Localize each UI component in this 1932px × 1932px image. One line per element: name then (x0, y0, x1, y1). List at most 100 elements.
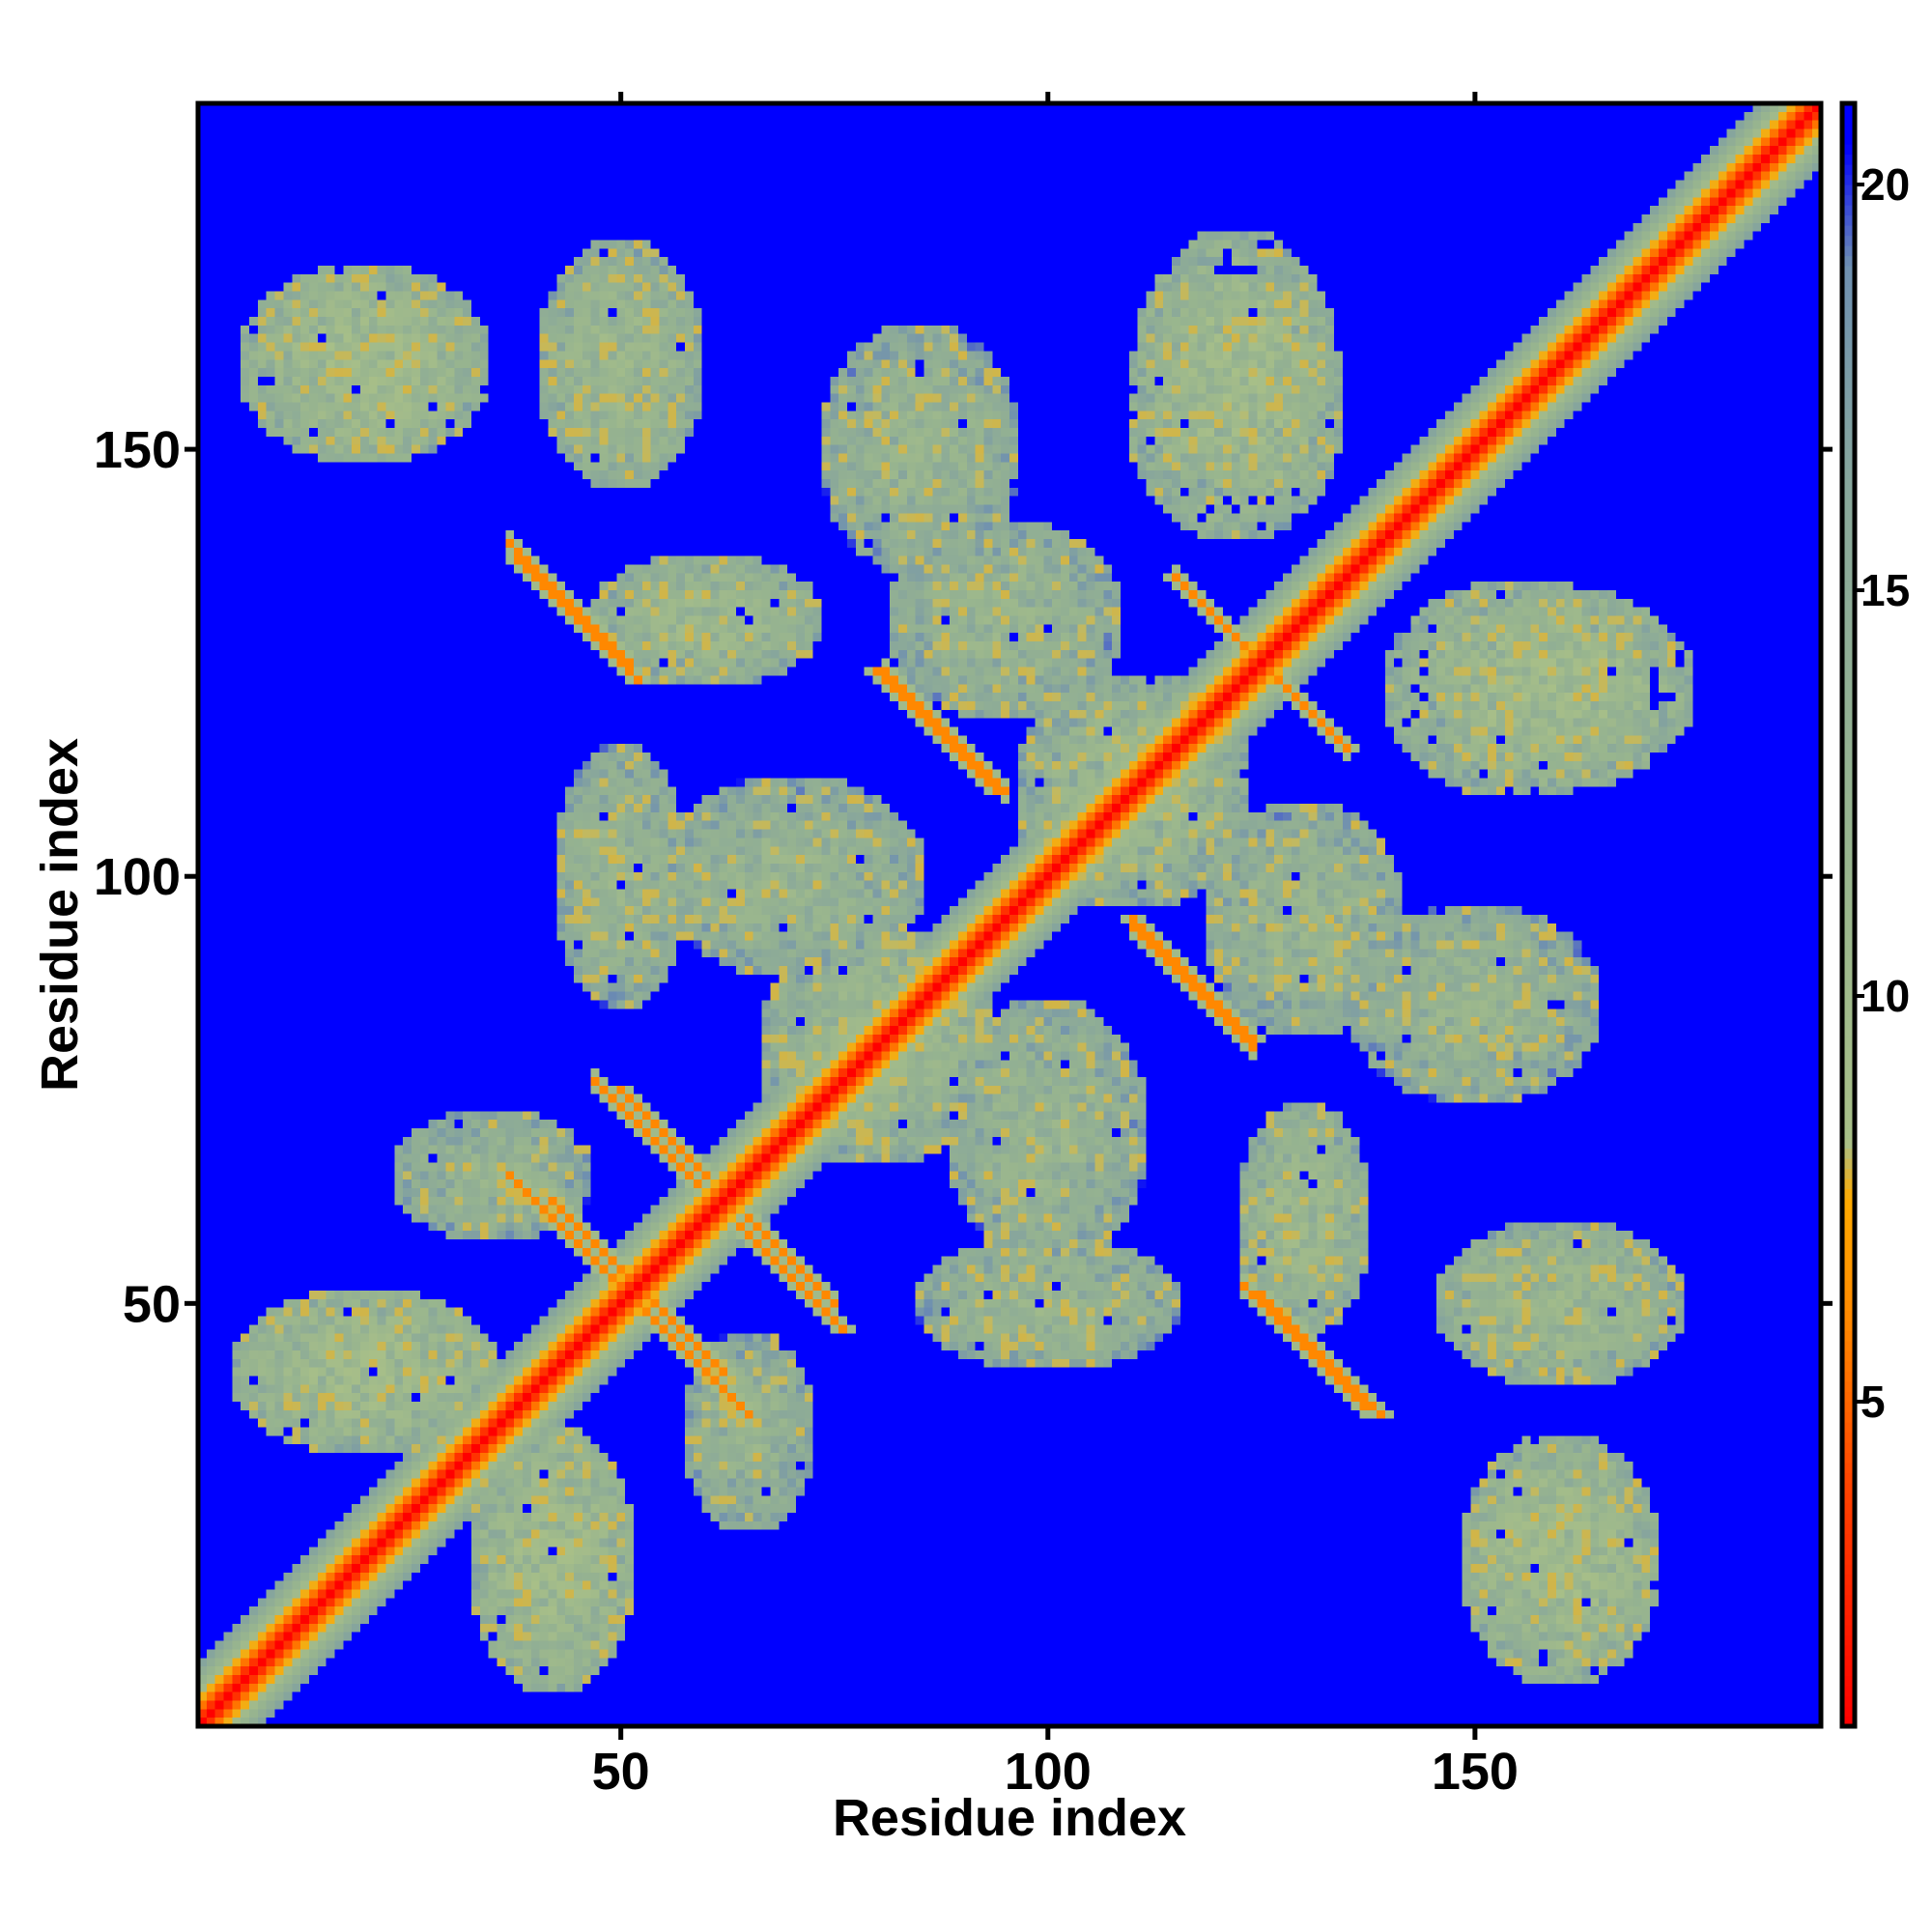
colorbar-segment (1842, 732, 1855, 744)
colorbar-segment (1842, 1037, 1855, 1048)
colorbar-segment (1842, 1614, 1855, 1626)
colorbar-segment (1842, 214, 1855, 226)
colorbar-segment (1842, 631, 1855, 642)
colorbar-segment (1842, 225, 1855, 237)
colorbar-segment (1842, 417, 1855, 429)
colorbar-segment (1842, 103, 1855, 115)
colorbar-segment (1842, 1463, 1855, 1474)
colorbar-segment (1842, 1269, 1855, 1281)
colorbar-segment (1842, 356, 1855, 368)
colorbar-segment (1842, 529, 1855, 541)
colorbar-segment (1842, 509, 1855, 521)
colorbar-segment (1842, 1066, 1855, 1078)
colorbar-segment (1842, 1553, 1855, 1565)
colorbar-segment (1842, 1695, 1855, 1707)
plot-frame (195, 100, 1824, 1729)
colorbar-segment (1842, 1391, 1855, 1403)
colorbar-segment (1842, 1655, 1855, 1666)
colorbar-segment (1842, 377, 1855, 388)
colorbar-segment (1842, 976, 1855, 987)
colorbar-segment (1842, 904, 1855, 916)
colorbar-segment (1842, 1402, 1855, 1413)
colorbar-segment (1842, 550, 1855, 561)
colorbar-segment (1842, 347, 1855, 358)
colorbar-segment (1842, 854, 1855, 866)
colorbar-segment (1842, 1381, 1855, 1393)
colorbar-segment (1842, 469, 1855, 480)
colorbar-segment (1842, 1594, 1855, 1605)
colorbar-segment (1842, 1229, 1855, 1240)
colorbar-segment (1842, 1087, 1855, 1098)
colorbar-segment (1842, 1432, 1855, 1443)
colorbar-segment (1842, 255, 1855, 267)
x-axis-title: Residue index (833, 1789, 1186, 1847)
colorbar-segment (1842, 1179, 1855, 1190)
colorbar-segment (1842, 235, 1855, 246)
colorbar-segment (1842, 1422, 1855, 1434)
colorbar-segment (1842, 1523, 1855, 1535)
colorbar-segment (1842, 327, 1855, 338)
colorbar-segment (1842, 478, 1855, 490)
colorbar-segment (1842, 174, 1855, 185)
colorbar-segment (1842, 1706, 1855, 1718)
colorbar-segment (1842, 1350, 1855, 1362)
colorbar-segment (1842, 1097, 1855, 1109)
colorbar-tick-label: 20 (1861, 159, 1910, 210)
colorbar-segment (1842, 1239, 1855, 1251)
colorbar-segment (1842, 559, 1855, 571)
colorbar-segment (1842, 580, 1855, 591)
colorbar-segment (1842, 1046, 1855, 1058)
y-tick-label: 150 (94, 421, 181, 479)
colorbar (1842, 103, 1855, 1727)
colorbar-segment (1842, 1574, 1855, 1585)
colorbar-segment (1842, 1057, 1855, 1068)
colorbar-segment (1842, 1280, 1855, 1292)
colorbar-segment (1842, 1503, 1855, 1515)
colorbar-segment (1842, 1249, 1855, 1261)
colorbar-segment (1842, 1107, 1855, 1119)
colorbar-segment (1842, 1634, 1855, 1646)
colorbar-segment (1842, 843, 1855, 855)
colorbar-frame (1839, 100, 1858, 1729)
colorbar-segment (1842, 661, 1855, 672)
colorbar-segment (1842, 1321, 1855, 1332)
colorbar-segment (1842, 113, 1855, 125)
colorbar-segment (1842, 762, 1855, 774)
y-tick-label: 50 (123, 1275, 181, 1333)
colorbar-segment (1842, 275, 1855, 287)
colorbar-segment (1842, 1544, 1855, 1555)
colorbar-segment (1842, 448, 1855, 460)
colorbar-segment (1842, 1645, 1855, 1657)
colorbar-segment (1842, 1290, 1855, 1301)
colorbar-segment (1842, 1442, 1855, 1454)
colorbar-segment (1842, 742, 1855, 753)
colorbar-segment (1842, 286, 1855, 298)
colorbar-segment (1842, 935, 1855, 947)
colorbar-segment (1842, 1127, 1855, 1139)
colorbar-segment (1842, 367, 1855, 379)
colorbar-tick-label: 5 (1861, 1377, 1886, 1427)
colorbar-segment (1842, 1472, 1855, 1484)
colorbar-segment (1842, 1584, 1855, 1596)
colorbar-segment (1842, 793, 1855, 805)
colorbar-segment (1842, 519, 1855, 530)
colorbar-segment (1842, 681, 1855, 693)
colorbar-segment (1842, 296, 1855, 307)
colorbar-segment (1842, 640, 1855, 652)
colorbar-segment (1842, 1341, 1855, 1352)
colorbar-segment (1842, 185, 1855, 196)
colorbar-segment (1842, 1148, 1855, 1159)
colorbar-segment (1842, 600, 1855, 611)
colorbar-segment (1842, 1006, 1855, 1017)
x-tick-label: 100 (1005, 1743, 1092, 1801)
colorbar-segment (1842, 773, 1855, 784)
colorbar-segment (1842, 712, 1855, 724)
colorbar-segment (1842, 590, 1855, 602)
colorbar-segment (1842, 1452, 1855, 1463)
colorbar-segment (1842, 701, 1855, 713)
colorbar-segment (1842, 387, 1855, 399)
colorbar-tick-label: 15 (1861, 565, 1910, 615)
colorbar-segment (1842, 539, 1855, 551)
y-tick-label: 100 (94, 848, 181, 906)
